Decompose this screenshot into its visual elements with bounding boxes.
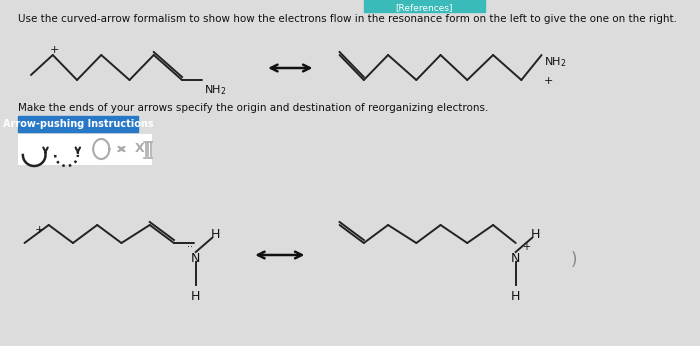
Text: +: +: [544, 76, 554, 86]
Text: ): ): [570, 251, 577, 269]
Bar: [364, 0, 485, 12]
Text: Make the ends of your arrows specify the origin and destination of reorganizing : Make the ends of your arrows specify the…: [18, 103, 489, 113]
Text: H: H: [211, 228, 220, 240]
Text: +: +: [522, 242, 530, 252]
Bar: [18, 134, 151, 164]
Text: NH$_2$: NH$_2$: [544, 55, 566, 69]
Text: N: N: [191, 252, 200, 265]
Text: X: X: [134, 143, 144, 155]
Text: NH$_2$: NH$_2$: [204, 83, 226, 97]
Text: H: H: [531, 228, 540, 240]
Text: +: +: [34, 225, 43, 235]
Text: H: H: [191, 290, 200, 302]
Text: Arrow-pushing Instructions: Arrow-pushing Instructions: [3, 119, 153, 129]
Text: [References]: [References]: [395, 3, 453, 12]
Text: ··: ··: [187, 242, 193, 252]
Text: N: N: [511, 252, 520, 265]
Text: +: +: [50, 45, 59, 55]
Text: H: H: [511, 290, 520, 302]
Text: Use the curved-arrow formalism to show how the electrons flow in the resonance f: Use the curved-arrow formalism to show h…: [18, 14, 677, 24]
Bar: [18, 116, 138, 132]
